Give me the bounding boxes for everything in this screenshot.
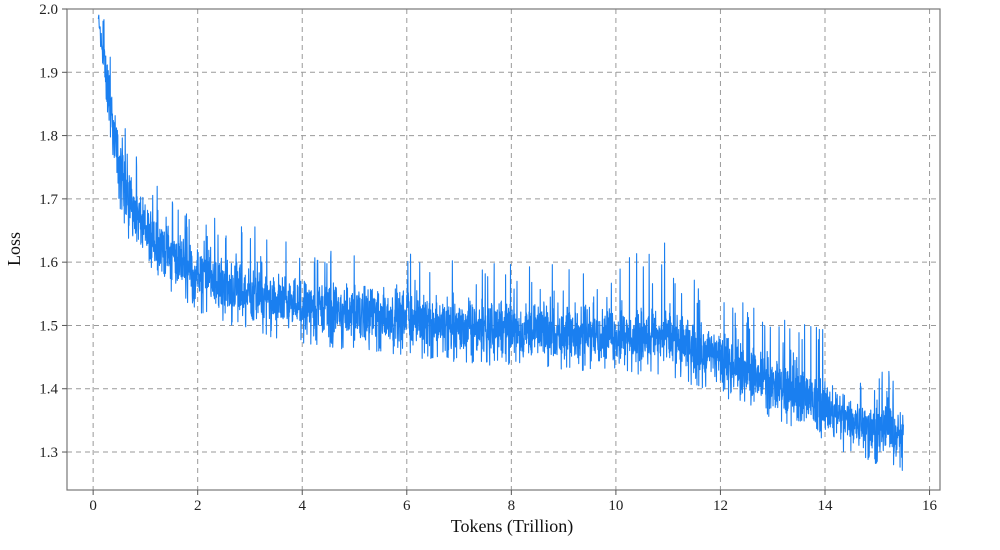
plot-frame: [66, 8, 941, 491]
x-tick-label: 16: [922, 498, 938, 514]
plot-background: [67, 9, 940, 490]
y-tick-label: 1.7: [39, 192, 58, 208]
x-tick-label: 6: [403, 498, 411, 514]
y-tick-label: 1.3: [39, 445, 58, 461]
y-tick-label: 1.9: [39, 65, 58, 81]
x-tick-label: 12: [713, 498, 728, 514]
x-tick-label: 8: [508, 498, 516, 514]
x-tick-label: 0: [89, 498, 97, 514]
tick-layer: 0 2 4 6 8 10 12 14 16 1.3 1.4 1.5 1.6 1.7 1.8 1.9 2.0: [39, 2, 937, 514]
y-tick-label: 1.4: [39, 382, 58, 398]
y-tick-label: 1.5: [39, 318, 58, 334]
series-layer: [97, 14, 904, 471]
y-axis-title: Loss: [4, 232, 24, 266]
x-tick-label: 2: [194, 498, 202, 514]
x-axis-title: Tokens (Trillion): [451, 516, 574, 537]
y-tick-label: 1.6: [39, 255, 58, 271]
y-tick-label: 1.8: [39, 129, 58, 145]
x-tick-label: 10: [608, 498, 623, 514]
x-tick-label: 4: [298, 498, 306, 514]
x-tick-label: 14: [817, 498, 833, 514]
y-tick-label: 2.0: [39, 2, 58, 18]
loss-series-line: [97, 14, 904, 471]
